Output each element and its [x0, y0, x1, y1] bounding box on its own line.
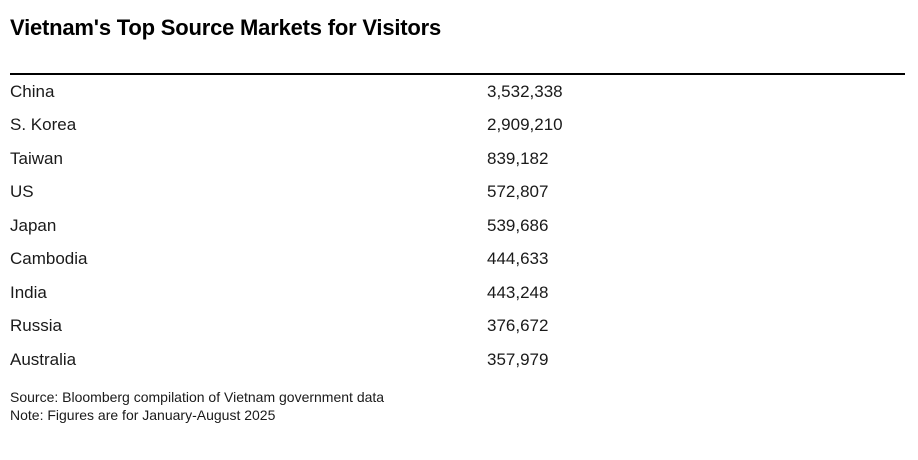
visitor-count-cell: 376,672	[487, 316, 549, 336]
market-name-cell: S. Korea	[10, 115, 77, 135]
market-name-cell: India	[10, 282, 47, 302]
header-rule-divider	[10, 73, 905, 75]
table-row: Russia 376,672	[10, 310, 905, 344]
market-name-cell: Taiwan	[10, 148, 63, 168]
note-line: Note: Figures are for January-August 202…	[10, 406, 276, 423]
visitor-count-cell: 839,182	[487, 148, 549, 168]
table-row: Australia 357,979	[10, 343, 905, 377]
table-row: Cambodia 444,633	[10, 243, 905, 277]
chart-container: Vietnam's Top Source Markets for Visitor…	[10, 15, 905, 424]
source-line: Source: Bloomberg compilation of Vietnam…	[10, 388, 385, 405]
visitor-count-cell: 572,807	[487, 182, 549, 202]
visitor-count-cell: 357,979	[487, 349, 549, 369]
market-name-cell: Australia	[10, 349, 77, 369]
source-markets-table: China 3,532,338 S. Korea 2,909,210 Taiwa…	[10, 75, 905, 377]
market-name-cell: Cambodia	[10, 249, 88, 269]
market-name-cell: China	[10, 81, 55, 101]
visitor-count-cell: 444,633	[487, 249, 549, 269]
page-title: Vietnam's Top Source Markets for Visitor…	[10, 15, 442, 40]
table-row: Taiwan 839,182	[10, 142, 905, 176]
table-row: S. Korea 2,909,210	[10, 109, 905, 143]
visitor-count-cell: 539,686	[487, 215, 549, 235]
market-name-cell: Japan	[10, 215, 57, 235]
visitor-count-cell: 2,909,210	[487, 115, 563, 135]
footer-notes: Source: Bloomberg compilation of Vietnam…	[10, 388, 905, 424]
table-row: India 443,248	[10, 276, 905, 310]
market-name-cell: Russia	[10, 316, 62, 336]
market-name-cell: US	[10, 182, 34, 202]
visitor-count-cell: 3,532,338	[487, 81, 563, 101]
table-row: US 572,807	[10, 176, 905, 210]
table-row: Japan 539,686	[10, 209, 905, 243]
table-row: China 3,532,338	[10, 75, 905, 109]
visitor-count-cell: 443,248	[487, 282, 549, 302]
